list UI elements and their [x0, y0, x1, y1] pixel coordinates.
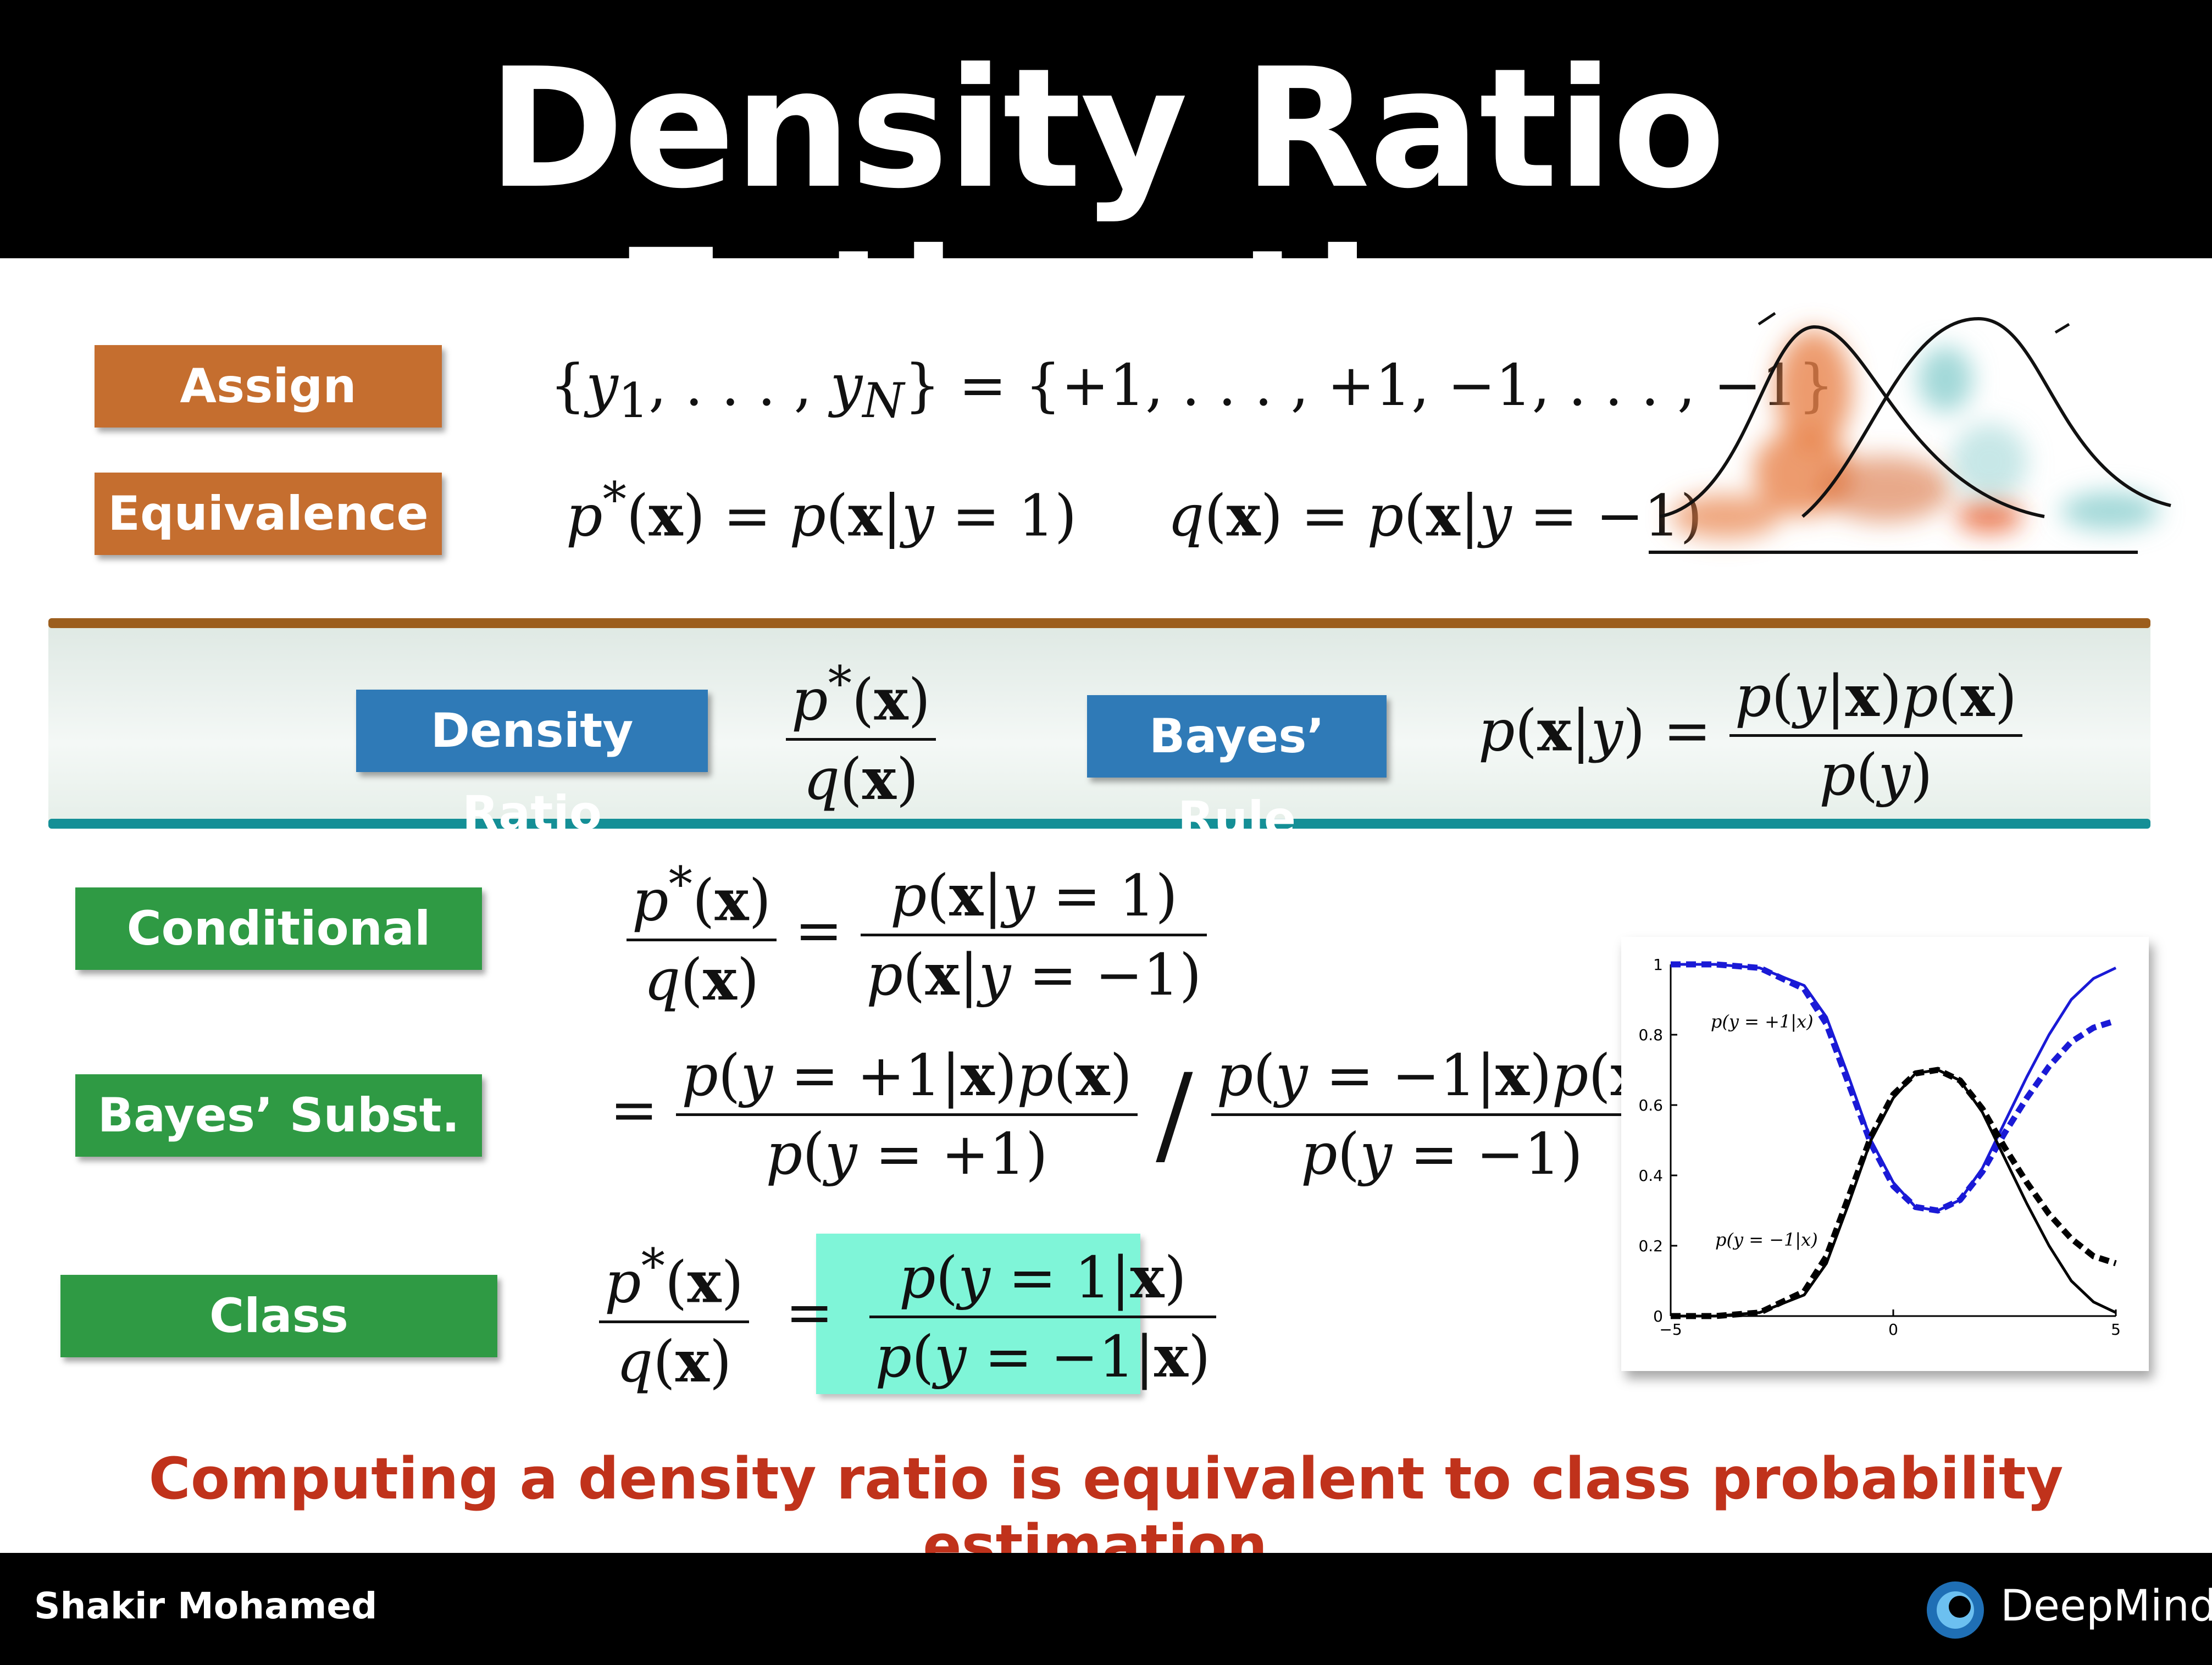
y-tick-label: 1	[1653, 956, 1663, 974]
density-ratio-tag: Density Ratio	[356, 690, 708, 841]
y-tick-label: 0.8	[1638, 1026, 1663, 1044]
x-tick-label: 5	[2111, 1320, 2121, 1339]
page-title: Density Ratio Estimation	[487, 33, 1726, 406]
conditional-tag: Conditional	[75, 887, 482, 970]
x-tick-label: −5	[1659, 1320, 1682, 1339]
series-line-p-y-1-x-true	[1671, 1068, 2117, 1318]
label-assignment-equation: {y1, . . . , yN} = {+1, . . . , +1, −1, …	[550, 352, 1834, 429]
conditional-equation: p*(x) q(x) = p(x|y = 1) p(x|y = −1)	[627, 857, 1207, 1013]
class-probability-tag: Class probability	[60, 1275, 497, 1426]
class-probability-plot-frame	[1621, 937, 2149, 1371]
brand-name: DeepMind	[2000, 1581, 2212, 1631]
result-highlight	[816, 1234, 1140, 1394]
band-top-stroke	[48, 618, 2150, 628]
density-curve-p	[1659, 325, 2045, 518]
equivalence-tag: Equivalence	[95, 473, 442, 555]
density-curve-q	[1801, 317, 2171, 518]
series-line-p-y-1-x-true	[1671, 963, 2117, 1212]
footer-bar	[0, 1553, 2212, 1665]
class-probability-plot: 00.20.40.60.81−5 0 5p(y = +1|x)p(y = −1|x)	[1638, 956, 2121, 1339]
series-line-p-y-1-x-estimate	[1671, 1067, 2117, 1319]
orange-samples-blob	[1671, 330, 2022, 539]
class-probability-equation: p*(x) q(x) = p(y = 1|x) p(y = −1|x)	[599, 1239, 1216, 1395]
y-tick-label: 0	[1653, 1307, 1663, 1325]
y-tick-label: 0.2	[1638, 1237, 1663, 1255]
sketch-tick	[1758, 312, 1776, 326]
density-ratio-formula: p*(x) q(x)	[786, 657, 936, 813]
band-bottom-stroke	[48, 819, 2150, 829]
bayes-rule-tag: Bayes’ Rule	[1087, 695, 1387, 846]
series-line-p-y-1-x-estimate	[1671, 961, 2117, 1214]
equivalence-equation: p*(x) = p(x|y = 1) q(x) = p(x|y = −1)	[566, 473, 1703, 550]
bayes-subst-equation: = p(y = +1|x)p(x) p(y = +1) / p(y = −1|x)…	[610, 1041, 1673, 1187]
density-sketch	[1649, 312, 2171, 554]
author-name: Shakir Mohamed	[34, 1585, 378, 1627]
assign-labels-tag: Assign labels	[95, 345, 442, 496]
y-tick-label: 0.6	[1638, 1096, 1663, 1114]
x-tick-label: 0	[1888, 1320, 1898, 1339]
teal-samples-blob	[1918, 346, 2160, 530]
annotation-p-minus: p(y = −1|x)	[1715, 1229, 1818, 1250]
annotation-p-plus: p(y = +1|x)	[1711, 1011, 1814, 1032]
bayes-rule-formula: p(x|y) = p(y|x)p(x) p(y)	[1478, 662, 2023, 808]
title-bar	[0, 0, 2212, 258]
deepmind-logo-icon	[1927, 1581, 1984, 1639]
sketch-tick	[2054, 323, 2070, 334]
y-tick-label: 0.4	[1638, 1167, 1663, 1185]
bayes-subst-tag: Bayes’ Subst.	[75, 1074, 482, 1157]
conclusion-text: Computing a density ratio is equivalent …	[148, 1445, 2064, 1579]
